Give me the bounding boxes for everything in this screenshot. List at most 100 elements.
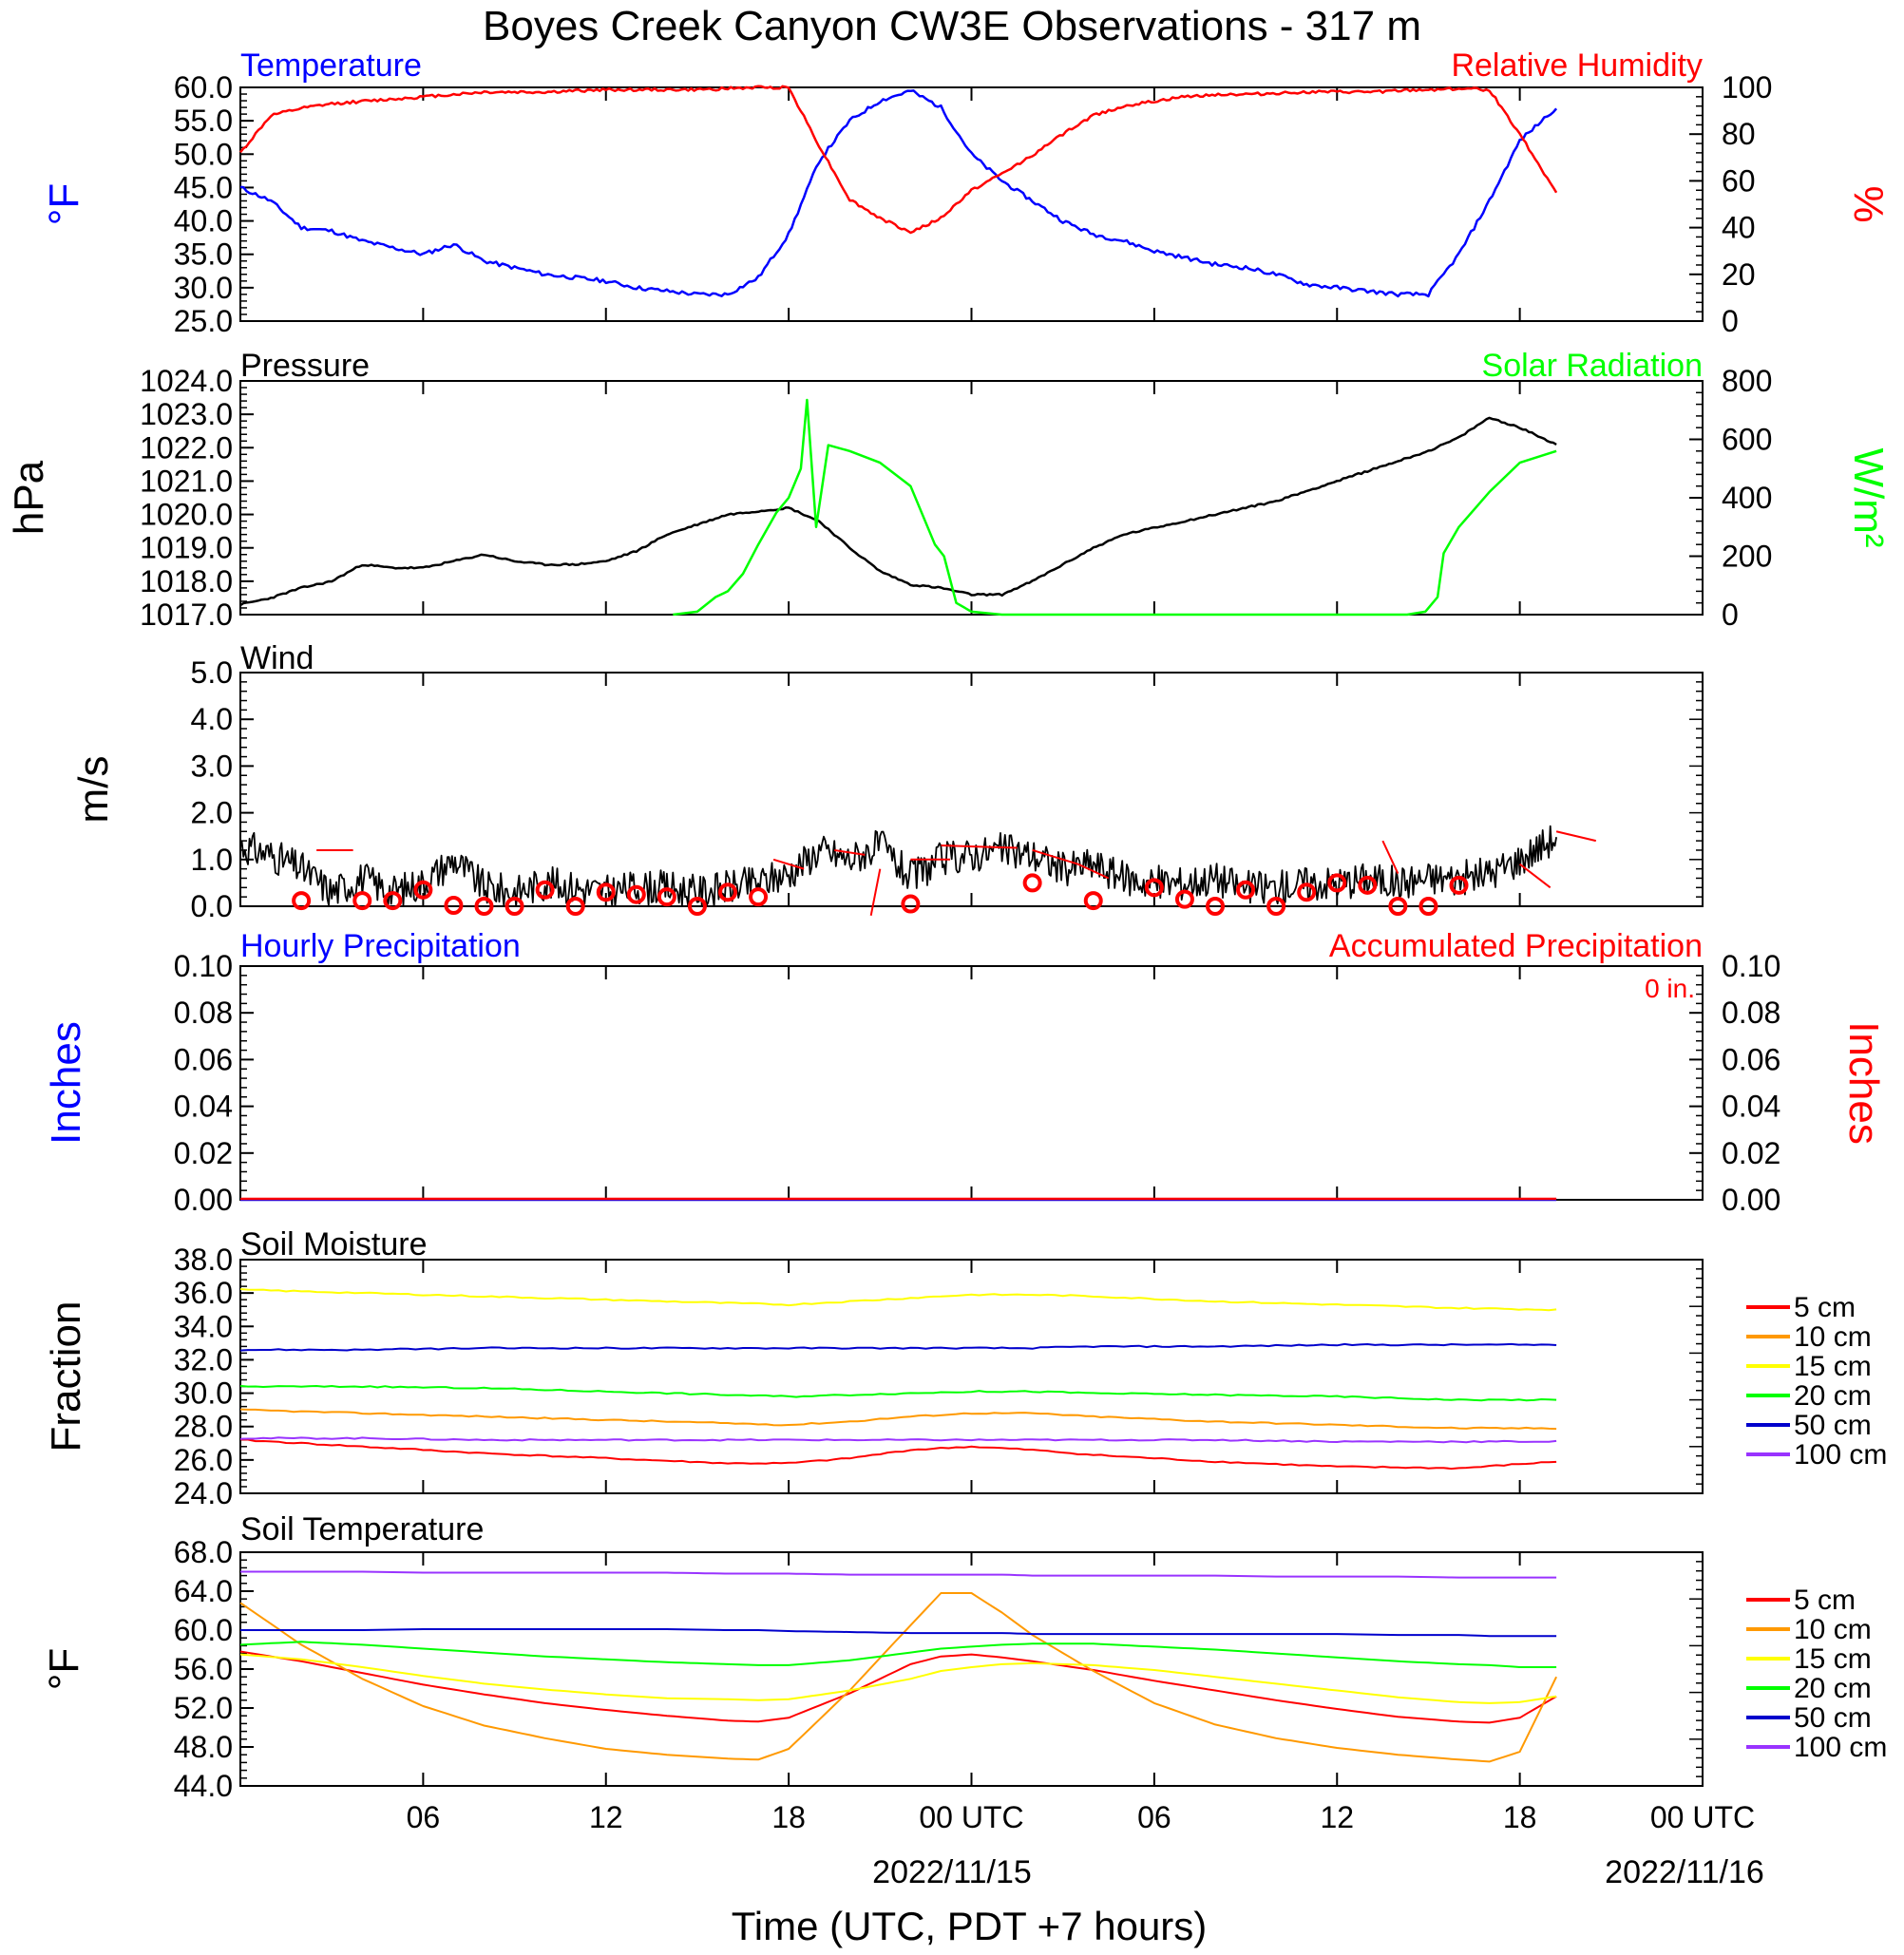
date-label-1: 2022/11/15 [872, 1854, 1032, 1890]
accum-precip-axis-tick-label: 0.02 [1722, 1136, 1780, 1170]
soil-moisture-legend-label: 100 cm [1794, 1439, 1887, 1471]
temperature-line [239, 89, 1558, 298]
solar-axis-tick-label: 400 [1722, 481, 1772, 515]
soil-temperature-line [240, 1628, 1557, 1638]
calm-wind-marker [657, 887, 676, 907]
date-label-2: 2022/11/16 [1605, 1854, 1764, 1890]
calm-wind-marker [352, 891, 372, 911]
calm-wind-marker [1022, 873, 1042, 893]
accum-precip-axis-tick-label: 0.10 [1722, 949, 1780, 983]
humidity-line [239, 85, 1558, 235]
x-tick-label: 06 [1137, 1800, 1171, 1834]
humidity-title: Relative Humidity [1451, 47, 1703, 84]
x-tick-label: 12 [589, 1800, 623, 1834]
calm-wind-marker [1297, 883, 1317, 902]
temperature-axis-tick-label: 60.0 [174, 70, 233, 104]
temperature-unit: °F [41, 183, 87, 225]
hourly-precip-axis-tick-label: 0.00 [174, 1183, 233, 1217]
wind-title: Wind [240, 640, 314, 676]
soil-moisture-legend-label: 50 cm [1794, 1410, 1872, 1441]
soil-temperature-line [239, 1653, 1557, 1704]
wind-axis-tick-label: 1.0 [191, 843, 233, 877]
soil-temperature-legend-label: 5 cm [1794, 1585, 1856, 1616]
soil-temperature-axis-tick-label: 60.0 [174, 1613, 233, 1647]
hourly-precip-axis-tick-label: 0.02 [174, 1136, 233, 1170]
soil-temperature-legend-label: 10 cm [1794, 1614, 1872, 1645]
humidity-axis-tick-label: 60 [1722, 163, 1756, 198]
soil-moisture-legend-label: 10 cm [1794, 1321, 1872, 1353]
wind-unit: m/s [70, 756, 117, 824]
solar-title: Solar Radiation [1482, 348, 1703, 384]
humidity-axis-tick-label: 80 [1722, 117, 1756, 151]
soil-temperature-axis-tick-label: 68.0 [174, 1535, 233, 1569]
solar-axis-tick-label: 800 [1722, 364, 1772, 398]
temperature-axis-tick-label: 55.0 [174, 104, 233, 138]
soil-moisture-legend-label: 15 cm [1794, 1351, 1872, 1382]
pressure-axis-tick-label: 1020.0 [140, 498, 233, 532]
soil-temperature-unit: °F [41, 1648, 87, 1690]
soil-temperature-line [239, 1592, 1557, 1763]
pressure-axis-tick-label: 1018.0 [140, 564, 233, 598]
soil-moisture-line [239, 1436, 1557, 1444]
wind-barb [1519, 863, 1552, 889]
pressure-axis-tick-label: 1021.0 [140, 464, 233, 498]
x-tick-label: 06 [407, 1800, 441, 1834]
soil-temperature-legend-label: 100 cm [1794, 1732, 1887, 1763]
temperature-title: Temperature [240, 47, 422, 84]
calm-wind-marker [1236, 880, 1256, 900]
soil-moisture-line [239, 1384, 1557, 1402]
soil-temperature-axis-tick-label: 52.0 [174, 1691, 233, 1725]
pressure-axis-tick-label: 1024.0 [140, 364, 233, 398]
accum-precip-unit: Inches [1840, 1021, 1887, 1145]
soil-moisture-axis-tick-label: 28.0 [174, 1410, 233, 1444]
soil-moisture-axis-tick-label: 32.0 [174, 1342, 233, 1376]
soil-moisture-legend-label: 20 cm [1794, 1380, 1872, 1412]
wind-barb [1032, 849, 1079, 865]
temperature-axis-tick-label: 50.0 [174, 137, 233, 171]
x-tick-label: 12 [1320, 1800, 1354, 1834]
soil-moisture-line [239, 1438, 1557, 1471]
temperature-axis-tick-label: 25.0 [174, 304, 233, 338]
soil-moisture-axis-tick-label: 34.0 [174, 1309, 233, 1343]
wind-axis-tick-label: 5.0 [191, 655, 233, 690]
humidity-axis-tick-label: 40 [1722, 211, 1756, 245]
soil-moisture-axis-tick-label: 38.0 [174, 1243, 233, 1277]
calm-wind-marker [1083, 891, 1103, 911]
x-tick-label: 00 UTC [919, 1800, 1023, 1834]
x-tick-label: 18 [1503, 1800, 1537, 1834]
soil-temperature-legend-label: 50 cm [1794, 1702, 1872, 1734]
calm-wind-marker [1418, 897, 1438, 916]
soil-moisture-axis-tick-label: 36.0 [174, 1276, 233, 1310]
accum-precip-title: Accumulated Precipitation [1329, 928, 1703, 964]
calm-wind-marker [383, 891, 403, 911]
soil-moisture-line [239, 1288, 1557, 1312]
chart-title: Boyes Creek Canyon CW3E Observations - 3… [483, 3, 1421, 49]
calm-wind-marker [535, 880, 555, 900]
soil-temperature-axis-tick-label: 64.0 [174, 1574, 233, 1608]
panel-soil-moisture: Soil Moisture Fraction [43, 1226, 1704, 1494]
hourly-precip-axis-tick-label: 0.08 [174, 996, 233, 1030]
wind-axis-tick-label: 3.0 [191, 749, 233, 783]
calm-wind-marker [1266, 897, 1286, 916]
pressure-unit: hPa [6, 460, 52, 535]
calm-wind-marker [1174, 889, 1194, 909]
calm-wind-marker [1449, 875, 1469, 895]
accum-precip-axis-tick-label: 0.04 [1722, 1090, 1780, 1124]
x-tick-label: 18 [771, 1800, 806, 1834]
wind-barb [1077, 863, 1110, 880]
calm-wind-marker [1327, 873, 1347, 893]
pressure-line [239, 416, 1557, 607]
calm-wind-marker [901, 894, 921, 914]
calm-wind-marker [292, 891, 312, 911]
hourly-precip-axis-tick-label: 0.10 [174, 949, 233, 983]
humidity-unit: % [1845, 185, 1892, 222]
soil-temperature-axis-tick-label: 48.0 [174, 1730, 233, 1764]
soil-moisture-axis-tick-label: 24.0 [174, 1476, 233, 1510]
soil-temperature-axis-tick-label: 56.0 [174, 1652, 233, 1686]
calm-wind-marker [1388, 897, 1408, 916]
soil-moisture-legend-label: 5 cm [1794, 1292, 1856, 1323]
pressure-axis-tick-label: 1017.0 [140, 598, 233, 632]
calm-wind-marker [565, 897, 585, 916]
temperature-axis-tick-label: 30.0 [174, 271, 233, 305]
x-axis-label: Time (UTC, PDT +7 hours) [732, 1904, 1208, 1948]
